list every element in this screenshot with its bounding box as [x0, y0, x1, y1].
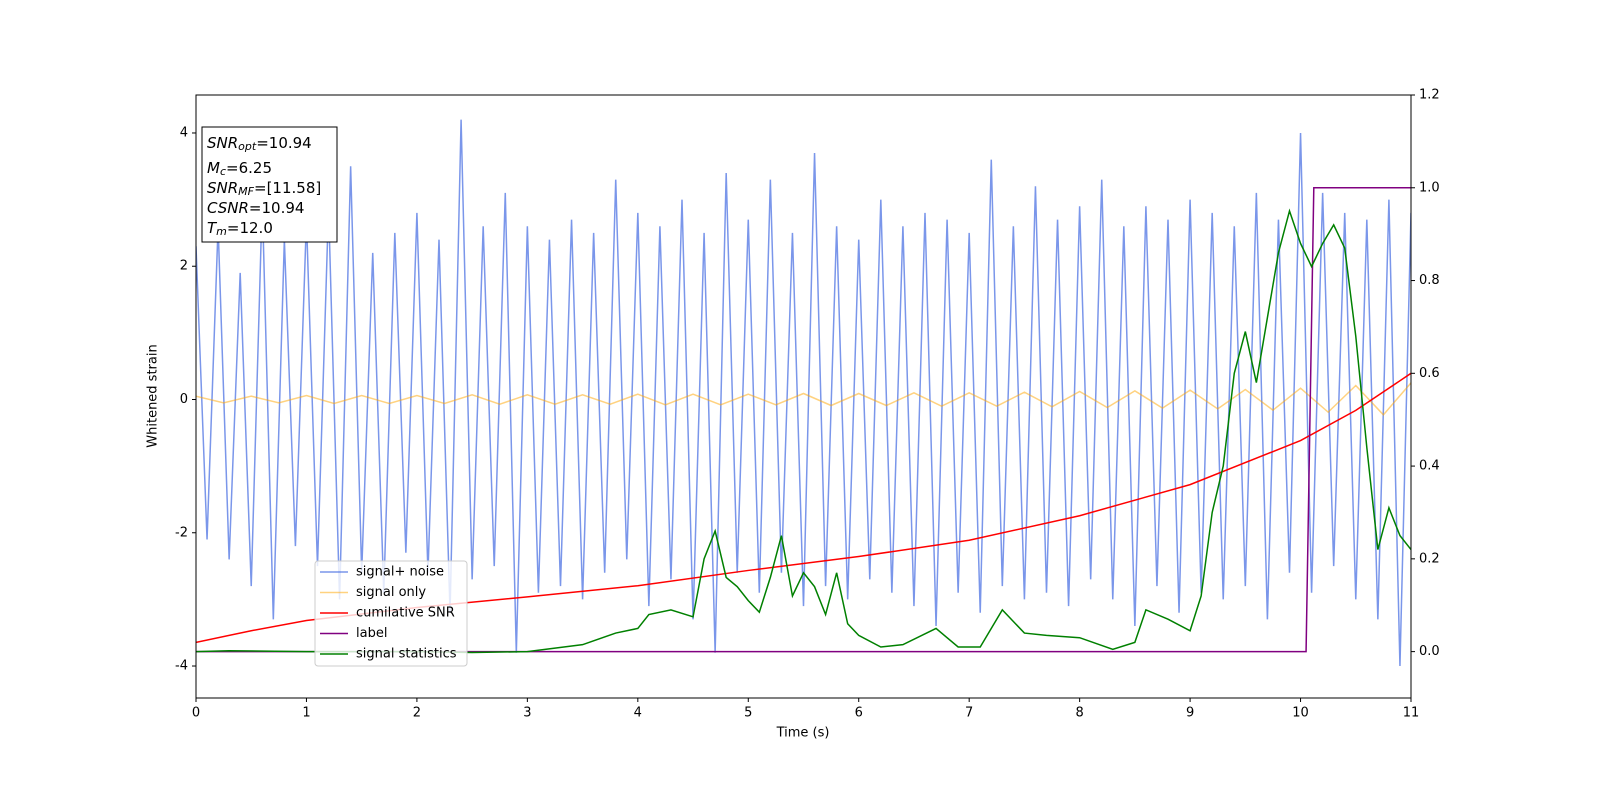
annotation-rest: =12.0 [227, 219, 273, 237]
annotation-base: T [207, 219, 218, 237]
x-tick-label: 11 [1403, 706, 1420, 721]
x-tick-label: 4 [634, 706, 642, 721]
annotation-box: SNRopt=10.94Mc=6.25SNRMF=[11.58]CSNR=10.… [201, 126, 338, 243]
annotation-base: SNR [207, 134, 238, 152]
x-tick-label: 2 [413, 706, 421, 721]
x-tick-label: 9 [1186, 706, 1194, 721]
legend-label: label [356, 626, 387, 641]
x-tick-label: 5 [744, 706, 752, 721]
annotation-base: M [207, 159, 220, 177]
y2-tick-label: 1.2 [1419, 88, 1440, 103]
annotation-base: SNR [207, 179, 238, 197]
x-tick-label: 1 [302, 706, 310, 721]
x-tick-label: 3 [523, 706, 531, 721]
legend-label: cumilative SNR [356, 606, 455, 621]
annotation: SNRMF=[11.58] [207, 179, 321, 199]
annotation: Tm=12.0 [207, 219, 273, 239]
y2-tick-label: 0.2 [1419, 551, 1440, 566]
y-tick-label: -4 [175, 659, 188, 674]
legend-label: signal only [356, 585, 426, 600]
annotation-rest: =10.94 [249, 199, 305, 217]
y-tick-label: -2 [175, 525, 188, 540]
series-line [196, 208, 1411, 654]
y2-tick-label: 0.0 [1419, 644, 1440, 659]
x-axis-label: Time (s) [776, 726, 830, 741]
y-axis-label: Whitened strain [146, 344, 161, 447]
series-line [196, 119, 1411, 667]
y2-tick-label: 0.4 [1419, 459, 1440, 474]
y-tick-label: 4 [180, 125, 188, 140]
legend-label: signal+ noise [356, 565, 444, 580]
annotation-sub: c [220, 165, 226, 178]
annotation: CSNR=10.94 [207, 199, 304, 217]
y2-tick-label: 1.0 [1419, 180, 1440, 195]
legend: signal+ noise signal only cumilative SNR la… [314, 560, 468, 667]
series-line [196, 382, 1411, 416]
annotation-base: CSNR [207, 199, 249, 217]
x-tick-label: 7 [965, 706, 973, 721]
y-tick-label: 2 [180, 259, 188, 274]
x-tick-label: 8 [1075, 706, 1083, 721]
series-line [196, 187, 1411, 653]
annotation-frame [201, 126, 338, 243]
x-tick-label: 6 [855, 706, 863, 721]
legend-frame [314, 560, 468, 667]
y-tick-label: 0 [180, 392, 188, 407]
annotation-sub: m [216, 225, 227, 238]
annotation: SNRopt=10.94 [207, 134, 312, 154]
annotation-rest: =10.94 [256, 134, 312, 152]
annotation-sub: MF [238, 185, 254, 198]
legend-label: signal statistics [356, 647, 457, 662]
annotation-sub: opt [238, 140, 257, 153]
annotation: Mc=6.25 [207, 159, 272, 179]
axes-frame [195, 94, 1412, 699]
annotation-rest: =[11.58] [254, 179, 321, 197]
y2-tick-label: 0.6 [1419, 366, 1440, 381]
x-tick-label: 0 [192, 706, 200, 721]
annotation-rest: =6.25 [226, 159, 272, 177]
x-tick-label: 10 [1292, 706, 1309, 721]
y2-tick-label: 0.8 [1419, 273, 1440, 288]
